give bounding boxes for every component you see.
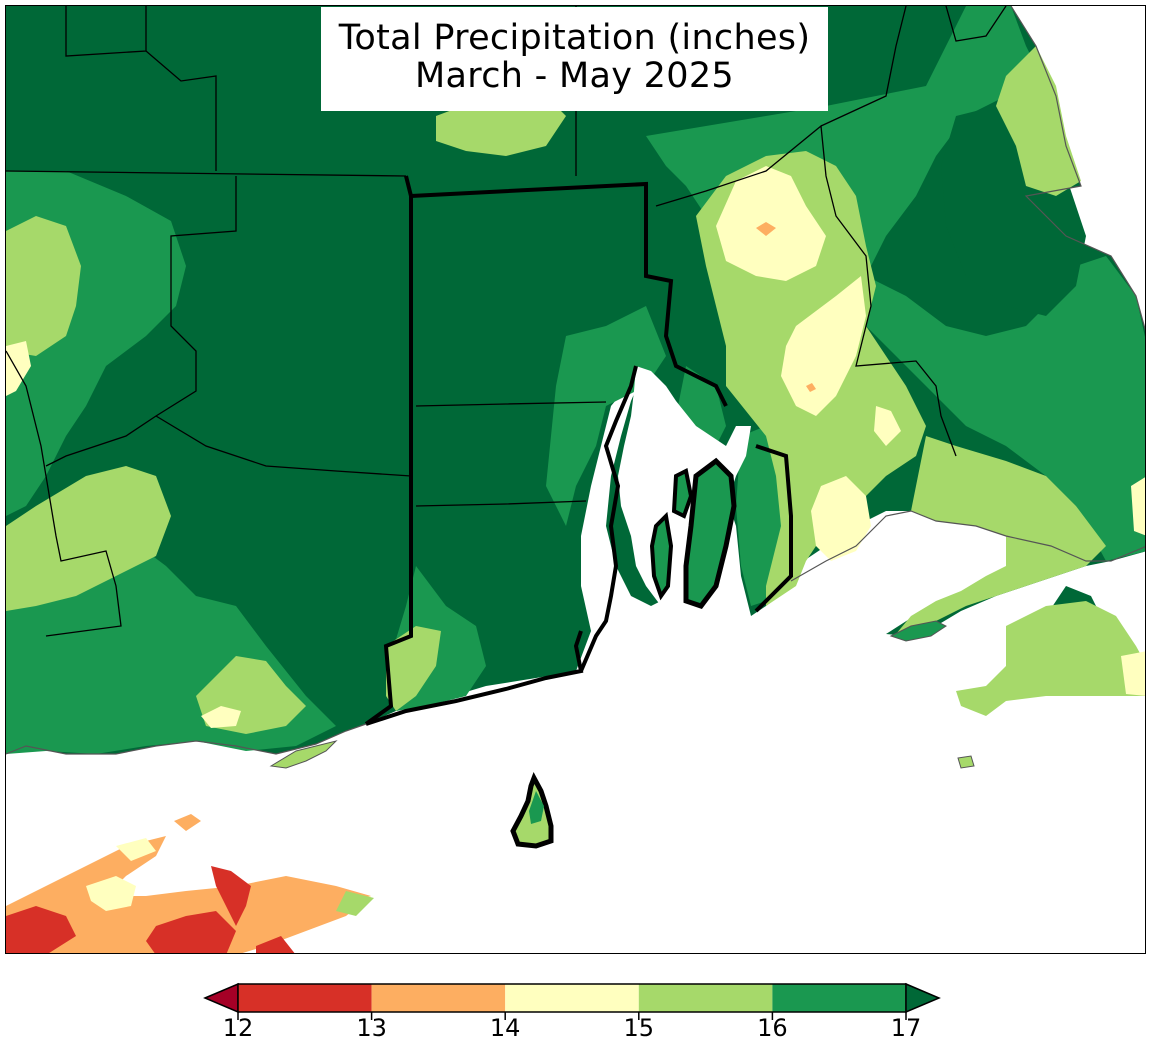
- state-boundaries: [364, 175, 793, 726]
- zone-16-17: [6, 6, 1145, 754]
- prudence-island: [671, 468, 694, 519]
- colorbar-tick-label-15: 15: [623, 1014, 655, 1042]
- fishers-island: [269, 740, 338, 769]
- map-canvas: [6, 6, 1145, 953]
- long-island-lightgreen: [336, 891, 374, 916]
- coastal-islet: [889, 620, 947, 642]
- colorbar-bins: [237, 983, 907, 1013]
- colorbar-bin-15-16: [638, 984, 773, 1012]
- coastlines: [6, 6, 1145, 755]
- colorbar-ticks: [237, 1012, 907, 1020]
- colorbar-tick-label-16: 16: [757, 1014, 788, 1042]
- zone-17-spots: [941, 106, 1106, 666]
- small-islet: [957, 755, 975, 769]
- long-island-yellow: [86, 838, 371, 911]
- precipitation-map: [5, 5, 1146, 954]
- block-island-inner: [529, 791, 544, 824]
- colorbar-tick-label-14: 14: [489, 1014, 521, 1042]
- map-title: Total Precipitation (inches): [338, 18, 811, 58]
- zone-15-16: [6, 46, 1145, 734]
- conanicut-island: [649, 511, 674, 601]
- colorbar-bin-12-13: [238, 984, 372, 1012]
- colorbar-tick-label-17: 17: [890, 1014, 922, 1042]
- aquidneck-island: [683, 457, 737, 609]
- colorbar-bin-16-17: [772, 984, 906, 1012]
- colorbar-over-arrow: [905, 982, 941, 1014]
- long-island-red: [6, 866, 295, 953]
- map-title-box: Total Precipitation (inches) March - May…: [321, 7, 828, 111]
- zone-14-15: [6, 166, 1145, 728]
- colorbar-bin-14-15: [505, 984, 639, 1012]
- colorbar: [203, 982, 941, 1020]
- map-subtitle: March - May 2025: [415, 56, 734, 96]
- colorbar-bin-13-14: [371, 984, 506, 1012]
- colorbar-tick-label-13: 13: [356, 1014, 387, 1042]
- colorbar-tick-label-12: 12: [222, 1014, 254, 1042]
- colorbar-under-arrow: [203, 982, 239, 1014]
- long-island: [6, 836, 371, 953]
- small-island-orange: [174, 814, 201, 831]
